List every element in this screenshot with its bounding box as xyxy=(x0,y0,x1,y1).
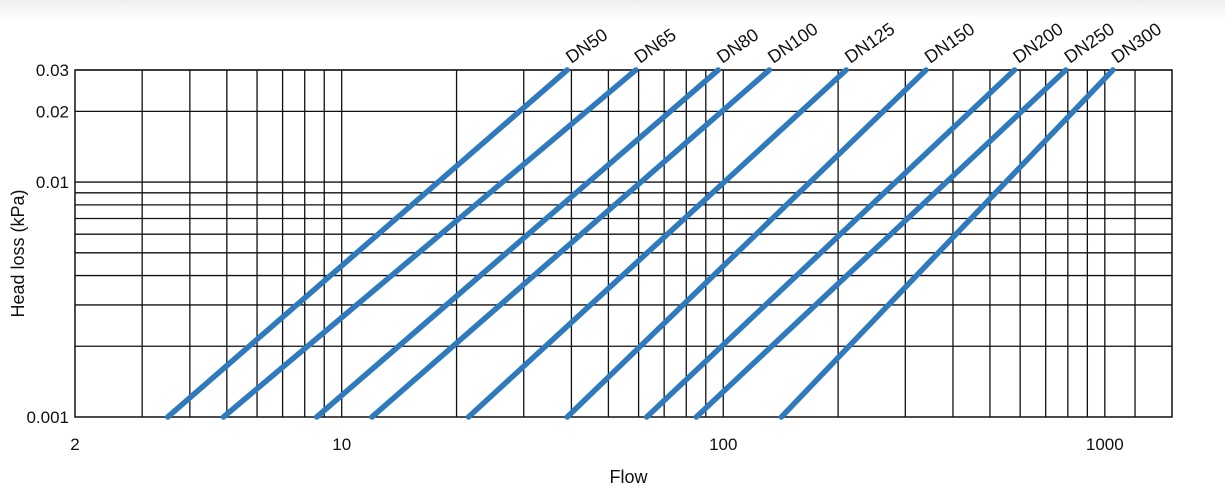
plot-frame xyxy=(74,69,1173,418)
y-tick-label: 0.02 xyxy=(36,102,69,121)
y-axis-title: Head loss (kPa) xyxy=(8,189,28,317)
series-line-dn250 xyxy=(693,67,1069,420)
series-line-dn80 xyxy=(313,67,721,420)
x-tick-label: 1000 xyxy=(1086,435,1124,454)
series-label-dn100: DN100 xyxy=(764,19,821,68)
series-label-dn80: DN80 xyxy=(713,24,762,67)
series-line-dn200 xyxy=(643,67,1018,420)
x-tick-label: 10 xyxy=(332,435,351,454)
series-label-dn125: DN125 xyxy=(841,19,898,68)
series-line-dn300 xyxy=(778,67,1116,420)
series-layer xyxy=(164,67,1116,420)
series-label-layer: DN50 DN65 DN80 DN100 DN125 DN150 DN200DN250DN3… xyxy=(562,19,1165,68)
y-tick-label: 0.001 xyxy=(26,408,69,427)
top-shade xyxy=(0,0,1225,20)
series-line-dn100 xyxy=(369,67,773,420)
series-line-dn50 xyxy=(164,67,570,420)
series-line-dn125 xyxy=(465,67,849,420)
series-label-dn300: DN300 xyxy=(1108,19,1165,68)
x-axis-title: Flow xyxy=(609,467,648,487)
series-label-dn50: DN50 xyxy=(562,24,611,67)
x-tick-label: 2 xyxy=(70,435,79,454)
series-line-dn150 xyxy=(564,67,929,420)
x-tick-label: 100 xyxy=(709,435,737,454)
series-label-dn250: DN250 xyxy=(1061,19,1118,68)
series-label-dn200: DN200 xyxy=(1009,19,1066,68)
y-tick-label: 0.01 xyxy=(36,173,69,192)
series-label-dn150: DN150 xyxy=(921,19,978,68)
tick-label-layer: 0.001 0.01 0.02 0.03 2 10 100 1000 xyxy=(26,61,1123,454)
series-label-dn65: DN65 xyxy=(631,24,680,67)
series-line-dn65 xyxy=(220,67,639,420)
y-tick-label: 0.03 xyxy=(36,61,69,80)
